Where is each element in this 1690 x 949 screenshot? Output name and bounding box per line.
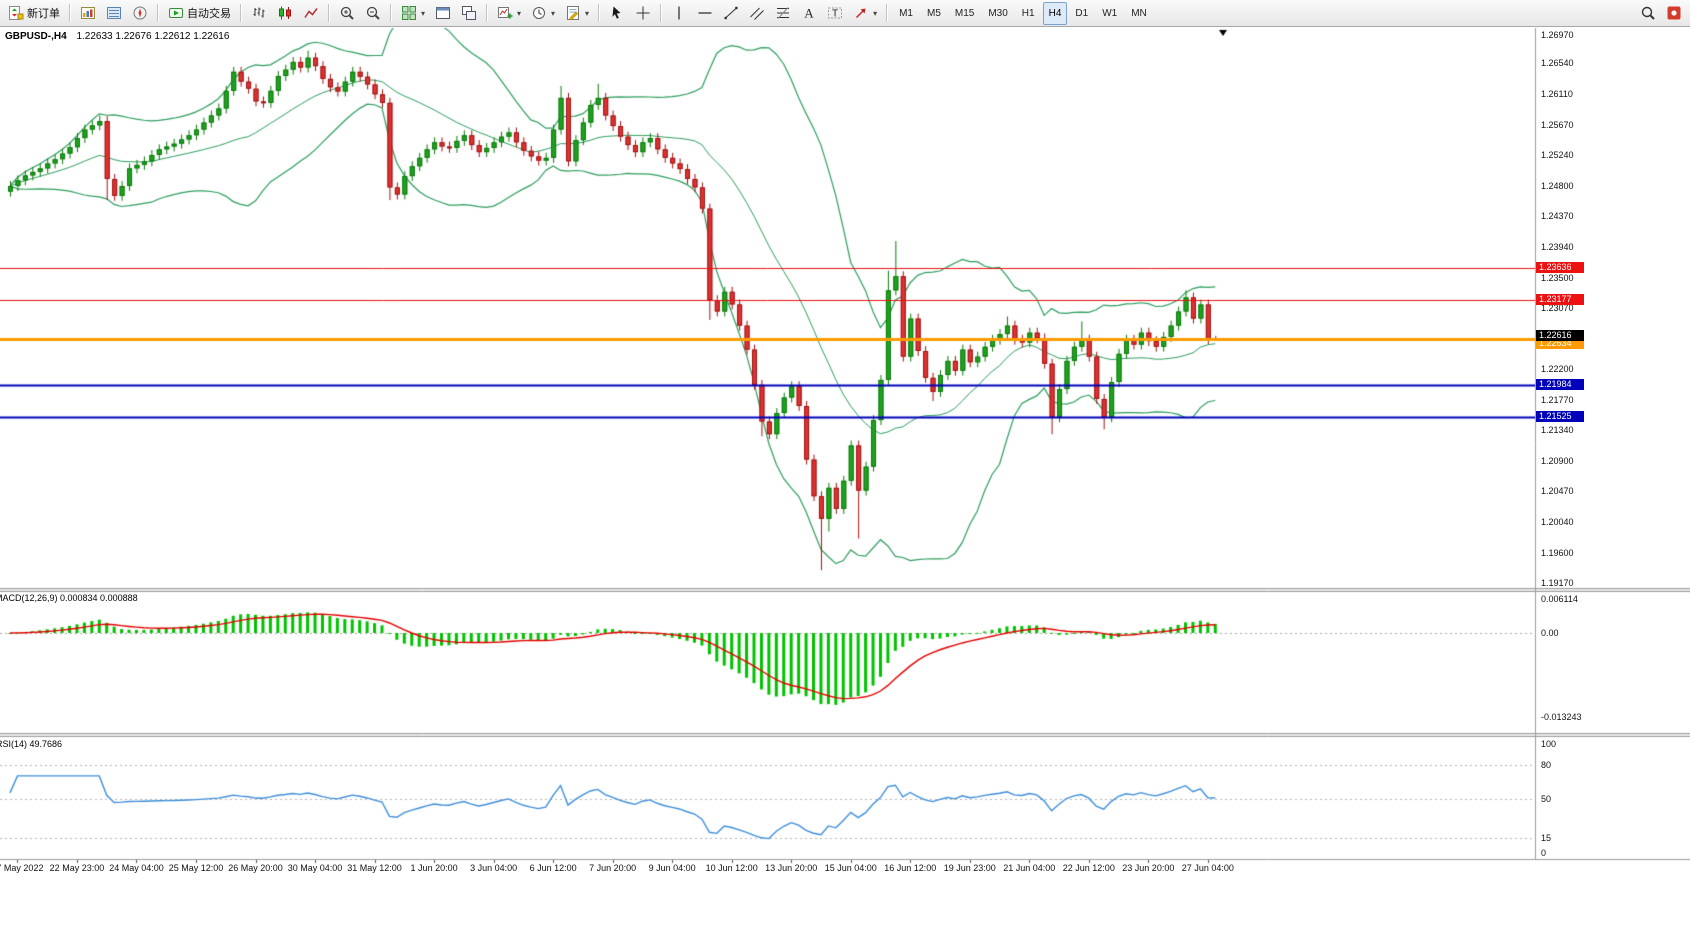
tf-m15-button[interactable]: M15 (949, 2, 980, 25)
dropdown-caret-icon: ▾ (551, 8, 556, 18)
hline-icon (697, 5, 713, 21)
toolbar-separator (157, 4, 159, 22)
window-icon (435, 5, 451, 21)
period-icon (531, 5, 547, 21)
toolbar-separator (328, 4, 330, 22)
fibonacci-retracement-button[interactable] (771, 2, 795, 25)
tile-icon (401, 5, 417, 21)
market-watch-icon (106, 5, 122, 21)
candlestick-chart-button[interactable] (273, 2, 297, 25)
horizontal-line-button[interactable] (693, 2, 717, 25)
text-button[interactable]: A (797, 2, 821, 25)
dropdown-caret-icon: ▾ (585, 8, 590, 18)
new-order-icon (8, 5, 24, 21)
bars-icon (251, 5, 267, 21)
autotrade-icon (168, 5, 184, 21)
vertical-line-button[interactable] (667, 2, 691, 25)
timeframe-label: W1 (1102, 7, 1118, 19)
market-watch-button[interactable] (102, 2, 126, 25)
arrow-objects-button[interactable]: ▾ (849, 2, 881, 25)
zoom-in-button[interactable] (335, 2, 359, 25)
timeframe-label: MN (1131, 7, 1147, 19)
text-icon: A (801, 5, 817, 21)
arrows-icon (853, 5, 869, 21)
periods-button[interactable]: ▾ (527, 2, 559, 25)
charts-icon (80, 5, 96, 21)
label-icon: T (827, 5, 843, 21)
cursor-button[interactable] (605, 2, 629, 25)
toolbar-separator (886, 4, 889, 22)
toolbar-separator (390, 4, 392, 22)
toolbar-separator (69, 4, 71, 22)
zoom-out-icon (365, 5, 381, 21)
vline-icon (671, 5, 687, 21)
template-icon (565, 5, 581, 21)
svg-text:A: A (804, 6, 814, 21)
toolbar-separator (598, 4, 601, 22)
new-chart-button[interactable]: ▾ (493, 2, 525, 25)
community-button[interactable] (1662, 2, 1686, 25)
new-chart-icon (497, 5, 513, 21)
templates-button[interactable]: ▾ (561, 2, 593, 25)
autotrading-button[interactable]: 自动交易 (164, 2, 235, 25)
timeframe-label: M5 (926, 7, 941, 19)
candles-icon (277, 5, 293, 21)
channel-icon (749, 5, 765, 21)
trendline-icon (723, 5, 739, 21)
tf-d1-button[interactable]: D1 (1069, 2, 1094, 25)
tile-windows-button[interactable]: ▾ (397, 2, 429, 25)
tf-m30-button[interactable]: M30 (982, 2, 1013, 25)
svg-text:T: T (832, 9, 838, 20)
tf-w1-button[interactable]: W1 (1096, 2, 1123, 25)
new-order-button-label: 新订单 (27, 8, 60, 20)
dropdown-caret-icon: ▾ (517, 8, 522, 18)
zoom-out-button[interactable] (361, 2, 385, 25)
new-window-button[interactable] (431, 2, 455, 25)
tf-h1-button[interactable]: H1 (1016, 2, 1041, 25)
cascade-windows-button[interactable] (457, 2, 481, 25)
timeframe-label: M30 (988, 7, 1008, 19)
autotrading-button-label: 自动交易 (187, 8, 231, 20)
timeframe-label: M1 (899, 7, 913, 19)
tf-m5-button[interactable]: M5 (921, 2, 947, 25)
navigator-icon (132, 5, 148, 21)
search-icon (1640, 5, 1656, 21)
line-chart-button[interactable] (299, 2, 323, 25)
text-label-button[interactable]: T (823, 2, 847, 25)
timeframe-label: D1 (1075, 7, 1089, 19)
dropdown-caret-icon: ▾ (873, 8, 878, 18)
dropdown-caret-icon: ▾ (421, 8, 426, 18)
search-button[interactable] (1636, 2, 1660, 25)
toolbar: 新订单 自动交易 ▾ ▾ ▾ ▾ A T ▾ M1 M5 M15 M30 H1 H4 D1 W1 MN (0, 0, 1690, 27)
new-order-button[interactable]: 新订单 (4, 2, 64, 25)
equidistant-channel-button[interactable] (745, 2, 769, 25)
timeframe-label: H4 (1048, 7, 1062, 19)
tf-h4-button[interactable]: H4 (1042, 1, 1068, 25)
cursor-icon (609, 5, 625, 21)
toolbar-separator (240, 4, 242, 22)
zoom-in-icon (339, 5, 355, 21)
trendline-button[interactable] (719, 2, 743, 25)
timeframe-label: M15 (954, 7, 975, 19)
charts-button[interactable] (76, 2, 100, 25)
toolbar-separator (660, 4, 663, 22)
crosshair-icon (635, 5, 651, 21)
linechart-icon (303, 5, 319, 21)
fibo-icon (775, 5, 791, 21)
bar-chart-button[interactable] (247, 2, 271, 25)
tf-m1-button[interactable]: M1 (893, 2, 919, 25)
navigator-button[interactable] (128, 2, 152, 25)
timeframe-label: H1 (1021, 7, 1035, 19)
crosshair-button[interactable] (631, 2, 655, 25)
community-icon (1666, 5, 1682, 21)
tf-mn-button[interactable]: MN (1125, 2, 1153, 25)
arrange-icon (461, 5, 477, 21)
toolbar-separator (486, 4, 489, 22)
